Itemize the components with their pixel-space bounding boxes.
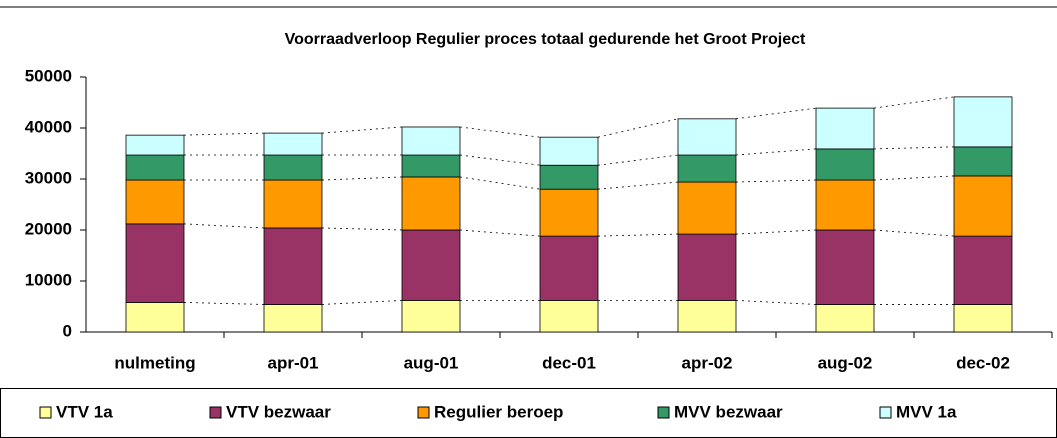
legend-swatch [879,406,892,419]
series-line [735,107,817,120]
legend-swatch [209,406,222,419]
bar-segment [539,299,599,333]
bar-segment [125,179,185,225]
bar-segment [953,146,1013,177]
y-tick-label: 0 [63,321,72,340]
y-tick-label: 30000 [25,168,72,187]
bar-segment [125,302,185,333]
legend-label: VTV 1a [56,402,113,421]
y-tick-label: 10000 [25,270,72,289]
series-line [873,175,955,181]
series-line [597,118,679,138]
x-tick-label: nulmeting [114,353,195,372]
bar-segment [401,126,461,156]
series-line [183,223,265,229]
bar-segment [401,154,461,178]
chart-title: Voorraadverloop Regulier proces totaal g… [285,31,806,48]
series-line [735,179,817,183]
series-line [183,132,265,136]
bar-segment [263,132,323,156]
series-line [321,299,403,305]
series-line [183,302,265,305]
bar-segment [677,154,737,183]
legend-label: Regulier beroep [434,402,563,421]
bar-segment [539,188,599,237]
legend-label: MVV bezwaar [674,402,783,421]
y-tick-label: 20000 [25,219,72,238]
y-tick-label: 40000 [25,117,72,136]
series-line [735,148,817,156]
bar-segment [677,118,737,156]
bar-segment [677,299,737,333]
series-line [597,154,679,166]
series-line [321,126,403,134]
legend-label: MVV 1a [896,402,957,421]
bar-segment [539,235,599,301]
bar-segment [815,107,875,150]
legend-swatch [417,406,430,419]
bar-segment [953,175,1013,237]
bar-segment [401,299,461,333]
bar-segment [953,304,1013,333]
series-line [597,181,679,190]
series-line [459,126,541,138]
bar-segment [125,134,185,156]
bar-segment [539,164,599,190]
x-tick-label: dec-01 [542,353,596,372]
x-tick-label: apr-01 [267,353,318,372]
series-line [873,146,955,150]
bar-segment [263,304,323,333]
legend-label: VTV bezwaar [226,402,331,421]
bar-segment [263,154,323,181]
x-tick-label: dec-02 [956,353,1010,372]
series-line [735,229,817,235]
series-line [459,176,541,190]
bar-segment [677,181,737,235]
bar-segment [815,229,875,305]
series-line [597,233,679,237]
bar-segment [125,223,185,303]
bar-segment [953,235,1013,305]
bar-segment [263,227,323,305]
series-line [735,299,817,305]
series-line [459,154,541,166]
bar-segment [539,136,599,166]
bar-segment [815,148,875,181]
series-line [459,229,541,237]
y-tick-label: 50000 [25,66,72,85]
bar-segment [677,233,737,301]
legend-swatch [657,406,670,419]
bar-segment [401,229,461,301]
bar-segment [815,179,875,231]
bar-segment [401,176,461,231]
series-line [321,227,403,231]
bar-segment [125,154,185,181]
legend-swatch [39,406,52,419]
x-tick-label: aug-02 [818,353,873,372]
bar-segment [263,179,323,229]
series-line [321,176,403,181]
x-tick-label: aug-01 [404,353,459,372]
bar-segment [953,96,1013,148]
series-line [873,96,955,109]
series-line [873,229,955,237]
bar-segment [815,304,875,333]
x-tick-label: apr-02 [681,353,732,372]
